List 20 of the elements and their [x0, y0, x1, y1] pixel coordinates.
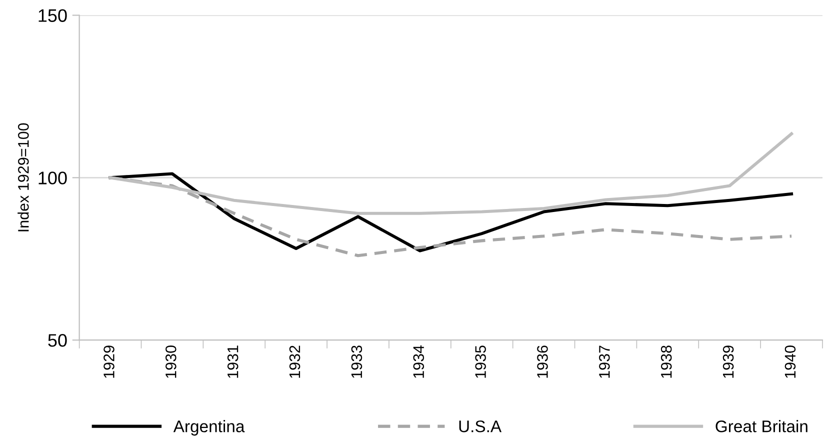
x-tick-label: 1932 — [289, 346, 300, 378]
x-tick-label: 1937 — [599, 346, 610, 378]
x-tick-label: 1940 — [784, 346, 796, 378]
x-tick-label: 1934 — [413, 345, 424, 378]
y-tick-label: 100 — [38, 172, 67, 184]
x-tick-label: 1933 — [351, 346, 362, 378]
y-axis-title: Index 1929=100 — [18, 123, 29, 232]
y-tick-label: 50 — [48, 334, 67, 347]
x-tick-label: 1930 — [166, 346, 176, 378]
legend-label: U.S.A — [459, 420, 502, 432]
legend-label: Argentina — [173, 420, 245, 436]
legend-label: Great Britain — [716, 420, 808, 432]
line-series — [108, 132, 794, 215]
x-tick-label: 1939 — [722, 346, 734, 378]
x-tick-label: 1929 — [104, 346, 114, 378]
x-tick-label: 1938 — [660, 346, 672, 378]
x-tick-label: 1936 — [537, 346, 548, 378]
x-tick-label: 1931 — [227, 346, 238, 378]
y-tick-label: 150 — [38, 9, 67, 22]
x-tick-label: 1935 — [475, 346, 486, 378]
